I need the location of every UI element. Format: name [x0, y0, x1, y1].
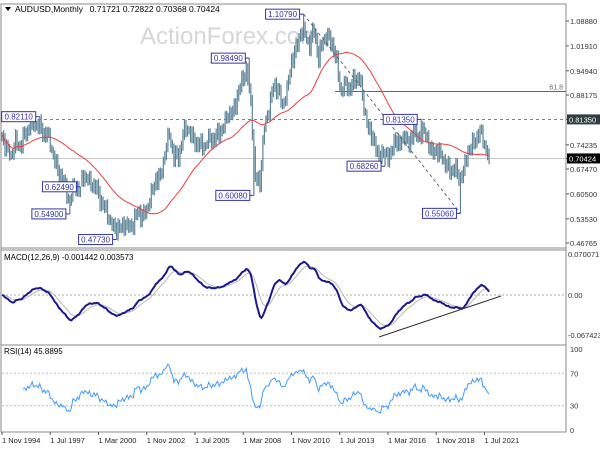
- time-axis-label: 1 Jul 1997: [50, 436, 85, 445]
- watermark: ActionForex.com: [140, 23, 320, 50]
- time-axis-label: 1 Jul 2013: [340, 436, 375, 445]
- triangle-down-icon[interactable]: [5, 7, 11, 11]
- swing-label-box: [346, 160, 382, 172]
- rsi-axis-label: 70: [570, 369, 578, 378]
- swing-label-low: 0.54900: [34, 210, 63, 219]
- level-price-badge: [567, 114, 600, 125]
- time-axis-label: 1 Mar 2008: [243, 436, 281, 445]
- price-trendline: [303, 13, 461, 214]
- swing-label-box: [31, 208, 67, 220]
- macd-signal-line: [1, 265, 490, 326]
- panel-frames: [0, 3, 567, 433]
- moving-average-line: [1, 51, 490, 215]
- time-axis-label: 1 Nov 1994: [2, 436, 40, 445]
- price-panel[interactable]: 61.8 0.82110 0.62490 0.54900 0.47730 0.98490 0…: [1, 8, 566, 246]
- rsi-axis-label: 100: [570, 345, 583, 354]
- swing-label-low: 0.55060: [425, 209, 454, 218]
- rsi-frame: [0, 344, 567, 433]
- time-axis-label: 1 Jul 2021: [485, 436, 520, 445]
- price-axis-label: 0.74235: [570, 141, 597, 150]
- swing-label-low: 0.68260: [350, 162, 379, 171]
- axes: 1.08880 1.01910 0.94940 0.88175 0.81350 0.742…: [1, 17, 600, 445]
- rsi-axis-label: 30: [570, 402, 578, 411]
- swing-label-low: 0.47730: [81, 236, 110, 245]
- price-axis-label: 0.94940: [570, 67, 597, 76]
- price-axis-label: 0.67470: [570, 165, 597, 174]
- current-price-badge: [567, 153, 600, 164]
- level-price-label: 0.81350: [569, 115, 596, 124]
- price-axis-label: 1.08880: [570, 17, 597, 26]
- rsi-axis-label: 0: [570, 426, 574, 435]
- swing-label-box: [210, 52, 246, 64]
- price-frame: [0, 3, 567, 251]
- macd-frame: [0, 247, 567, 346]
- time-axis-label: 1 Mar 2016: [388, 436, 426, 445]
- price-axis-label: 0.60500: [570, 190, 597, 199]
- rsi-line: [22, 363, 490, 414]
- price-axis-label: 0.46765: [570, 239, 597, 248]
- swing-label-box: [41, 181, 77, 193]
- ohlc-readout: 0.71721 0.72822 0.70368 0.70424: [90, 4, 220, 14]
- price-axis-label: 1.01910: [570, 42, 597, 51]
- macd-trendline: [378, 295, 502, 338]
- swing-label-high: 0.98490: [214, 54, 243, 63]
- price-axis-label: 0.88175: [570, 91, 597, 100]
- time-axis-label: 1 Mar 2000: [99, 436, 137, 445]
- rsi-title: RSI(14) 45.8895: [4, 347, 63, 356]
- swing-label-box: [421, 207, 457, 219]
- swing-label-high: 1.10790: [268, 10, 297, 19]
- swing-label-high: 0.62490: [45, 183, 74, 192]
- time-axis-label: 1 Nov 2018: [436, 436, 474, 445]
- swing-label-box: [1, 111, 37, 123]
- macd-panel[interactable]: [1, 260, 566, 338]
- rsi-panel[interactable]: [2, 363, 566, 414]
- swing-label-box: [382, 113, 418, 125]
- symbol-title: AUDUSD,Monthly: [15, 4, 84, 14]
- time-axis-label: 1 Jul 2005: [195, 436, 230, 445]
- time-axis-label: 1 Nov 2002: [147, 436, 185, 445]
- swing-label-box: [215, 189, 251, 201]
- price-axis-label: 0.53530: [570, 215, 597, 224]
- macd-line: [1, 260, 490, 331]
- macd-axis-label: 0.00: [568, 291, 583, 300]
- swing-label-low: 0.60080: [218, 191, 247, 200]
- macd-axis-label: -0.067423: [568, 331, 600, 340]
- swing-label-high: 0.81350: [386, 115, 415, 124]
- current-price-label: 0.70424: [569, 154, 596, 163]
- swing-label-box: [78, 234, 114, 246]
- swing-label-box: [265, 8, 301, 20]
- time-axis-label: 1 Nov 2010: [292, 436, 330, 445]
- macd-axis-label: 0.070071: [568, 250, 599, 259]
- macd-title: MACD(12,26,9) -0.001442 0.003573: [4, 253, 134, 262]
- swing-label-high: 0.82110: [5, 113, 34, 122]
- fibonacci-label: 61.8: [549, 85, 563, 92]
